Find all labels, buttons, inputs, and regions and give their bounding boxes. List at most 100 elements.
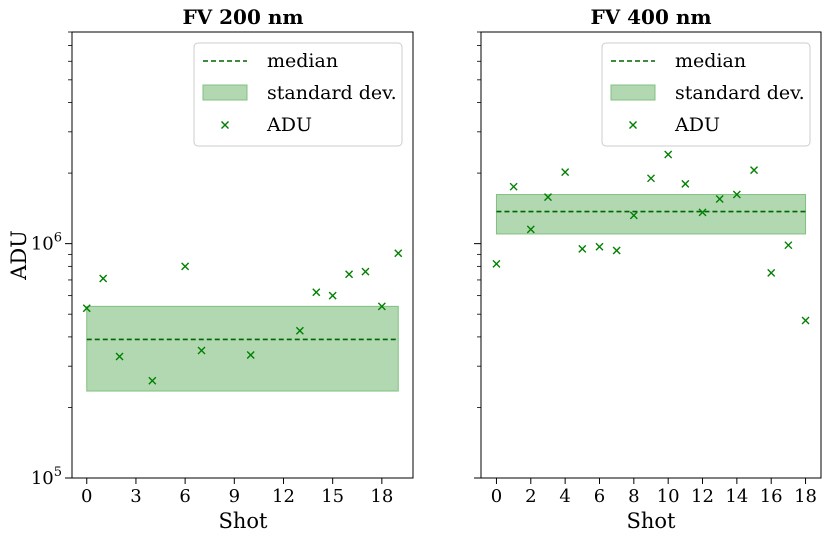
- adu-point: [99, 274, 108, 283]
- plot-area: [492, 150, 810, 325]
- adu-point: [526, 225, 535, 234]
- x-tick-label: 6: [594, 486, 605, 507]
- x-axis-ticks: 0 3 6 9 12 15 18: [81, 478, 393, 507]
- marker-stroke: [361, 267, 370, 276]
- x-tick-label: 15: [321, 486, 344, 507]
- y-axis-ticks: 105 106: [31, 31, 72, 489]
- y-tick-label: 106: [31, 231, 62, 255]
- x-tick-label: 3: [130, 486, 141, 507]
- adu-point: [784, 241, 793, 250]
- x-tick-label: 16: [760, 486, 783, 507]
- marker-stroke: [612, 246, 621, 255]
- marker-stroke: [595, 242, 604, 251]
- adu-point: [595, 242, 604, 251]
- axes-frame: [71, 31, 414, 479]
- plot-area: [82, 249, 403, 392]
- legend-adu-label: ADU: [674, 114, 720, 136]
- marker-stroke: [578, 244, 587, 253]
- marker-stroke: [526, 225, 535, 234]
- legend: median standard dev. ADU: [601, 42, 811, 147]
- std-dev-band: [495, 194, 807, 235]
- adu-point: [115, 352, 124, 361]
- marker-stroke: [750, 166, 759, 175]
- x-axis-label: Shot: [627, 509, 677, 533]
- adu-point: [698, 208, 707, 217]
- x-tick-label: 0: [81, 486, 92, 507]
- marker-stroke: [767, 268, 776, 277]
- x-tick-label: 8: [628, 486, 639, 507]
- marker-stroke: [492, 259, 501, 268]
- adu-point: [394, 249, 403, 258]
- legend-x-marker: [221, 121, 229, 129]
- panel-title: FV 400 nm: [590, 5, 711, 29]
- y-tick-label: 105: [31, 465, 62, 489]
- adu-point: [246, 350, 255, 359]
- marker-stroke: [394, 249, 403, 258]
- marker-stroke: [715, 195, 724, 204]
- marker-stroke: [732, 190, 741, 199]
- adu-point: [82, 304, 91, 313]
- adu-point: [361, 267, 370, 276]
- adu-point: [767, 268, 776, 277]
- adu-point: [732, 190, 741, 199]
- marker-stroke: [664, 150, 673, 159]
- x-tick-label: 18: [370, 486, 393, 507]
- marker-stroke: [681, 179, 690, 188]
- legend-std-label: standard dev.: [675, 82, 805, 104]
- x-axis-ticks: 0 2 4 6 8 10 12 14 16 18: [491, 478, 817, 507]
- marker-stroke: [115, 352, 124, 361]
- adu-point: [647, 174, 655, 183]
- marker-stroke: [148, 376, 157, 385]
- adu-point: [197, 346, 206, 355]
- y-axis-ticks: [474, 31, 481, 479]
- adu-point: [715, 195, 724, 204]
- adu-point: [312, 288, 321, 297]
- adu-point: [148, 376, 157, 385]
- legend-std-swatch: [610, 84, 656, 101]
- adu-point: [345, 270, 354, 279]
- marker-stroke: [345, 270, 354, 279]
- marker-stroke: [377, 302, 386, 311]
- panel-fv-400nm: FV 400 nm 0 2 4 6 8 10 12 14 16 18 Shot median st…: [474, 5, 822, 533]
- adu-point: [328, 291, 337, 300]
- axes-frame: [480, 31, 822, 479]
- legend-x-marker: [629, 121, 637, 129]
- marker-stroke: [312, 288, 321, 297]
- marker-stroke: [543, 193, 552, 202]
- adu-point: [750, 166, 759, 175]
- adu-point: [561, 168, 570, 177]
- adu-point: [629, 211, 638, 220]
- legend-adu-marker: [221, 121, 229, 129]
- panel-fv-200nm: FV 200 nm 0 3 6 9 12 15 18 105 106 Shot ADU med…: [7, 5, 414, 533]
- marker-stroke: [328, 291, 337, 300]
- marker-stroke: [197, 346, 206, 355]
- x-tick-label: 10: [657, 486, 680, 507]
- x-tick-label: 18: [794, 486, 817, 507]
- marker-stroke: [629, 121, 637, 129]
- adu-point: [295, 326, 304, 335]
- x-tick-label: 9: [229, 486, 240, 507]
- marker-stroke: [629, 211, 638, 220]
- panel-title: FV 200 nm: [182, 5, 303, 29]
- x-tick-label: 4: [559, 486, 570, 507]
- adu-point: [543, 193, 552, 202]
- legend-median-label: median: [675, 50, 746, 72]
- marker-stroke: [181, 262, 190, 271]
- adu-point: [377, 302, 386, 311]
- legend-std-label: standard dev.: [267, 82, 397, 104]
- adu-point: [509, 182, 518, 191]
- std-dev-band: [86, 305, 399, 392]
- adu-point: [612, 246, 621, 255]
- marker-stroke: [509, 182, 518, 191]
- x-axis-label: Shot: [219, 509, 269, 533]
- legend-adu-marker: [629, 121, 637, 129]
- marker-stroke: [784, 241, 793, 250]
- adu-point: [578, 244, 587, 253]
- legend-median-label: median: [267, 50, 338, 72]
- legend-box: [193, 42, 403, 147]
- x-tick-label: 6: [179, 486, 190, 507]
- marker-stroke: [561, 168, 570, 177]
- marker-stroke: [295, 326, 304, 335]
- adu-point: [801, 316, 810, 325]
